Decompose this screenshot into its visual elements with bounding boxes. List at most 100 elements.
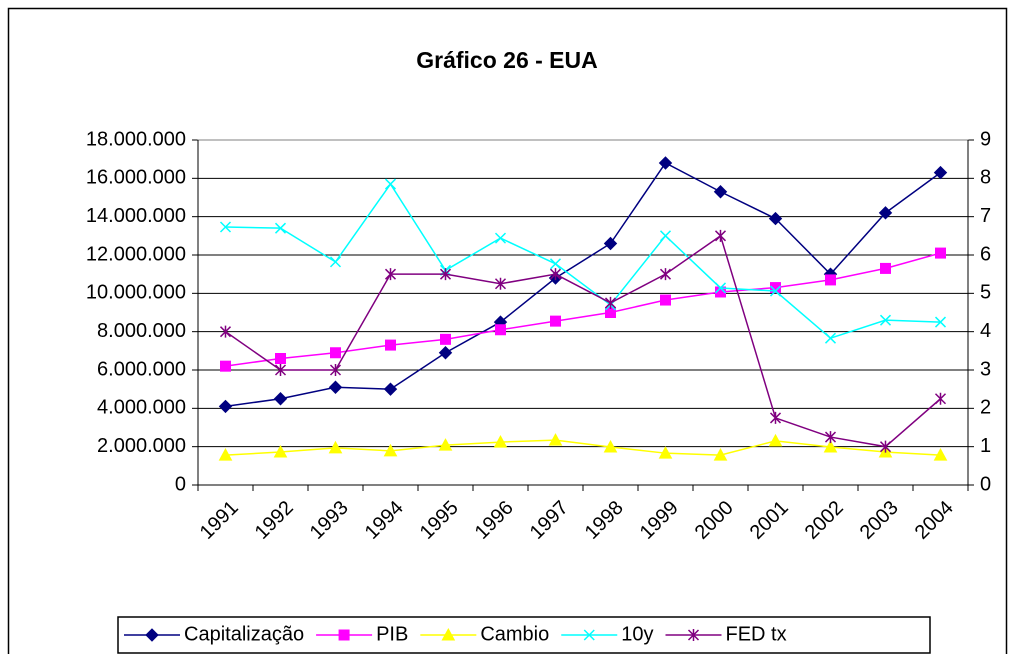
marker [713, 448, 728, 461]
y-tick-label: 14.000.000 [86, 205, 186, 227]
y-tick-label: 8.000.000 [97, 320, 186, 342]
chart-title: Gráfico 26 - EUA [416, 47, 598, 73]
y-tick-label: 18.000.000 [86, 128, 186, 150]
marker [879, 440, 892, 453]
y-tick-label: 12.000.000 [86, 243, 186, 265]
marker [495, 324, 506, 336]
marker [934, 316, 947, 328]
marker [439, 268, 452, 281]
marker [438, 346, 453, 360]
marker [274, 364, 287, 376]
legend-entry: 10y [561, 623, 654, 645]
y2-tick-label: 5 [980, 282, 991, 304]
marker [603, 236, 618, 251]
marker [878, 206, 893, 220]
marker [603, 440, 618, 453]
y-tick-label: 4.000.000 [97, 397, 186, 419]
marker [384, 268, 397, 281]
marker [493, 435, 508, 448]
marker [769, 285, 782, 297]
marker [768, 211, 783, 226]
marker [328, 380, 343, 394]
marker [384, 178, 397, 190]
marker [275, 353, 286, 364]
y2-tick-label: 2 [980, 397, 991, 419]
marker [440, 333, 451, 345]
legend-label: 10y [621, 623, 653, 645]
marker [825, 274, 836, 286]
marker [714, 229, 727, 242]
legend-box [117, 616, 931, 654]
marker [659, 230, 672, 242]
marker [768, 433, 783, 447]
marker [933, 165, 948, 180]
marker [494, 232, 507, 244]
marker [218, 448, 233, 461]
y-tick-label: 2.000.000 [97, 435, 186, 457]
marker [583, 629, 595, 641]
marker [549, 268, 562, 281]
marker [274, 222, 287, 234]
marker [385, 339, 396, 351]
y-tick-label: 6.000.000 [97, 358, 186, 380]
marker [338, 629, 350, 641]
y2-tick-label: 4 [980, 320, 991, 342]
marker [824, 431, 837, 444]
marker [219, 325, 232, 338]
marker [145, 628, 159, 642]
marker [658, 156, 673, 170]
marker [658, 446, 673, 459]
marker [329, 256, 342, 268]
marker [935, 247, 946, 259]
marker [273, 392, 288, 406]
series-line [225, 234, 941, 448]
marker [769, 411, 782, 424]
marker [714, 282, 727, 294]
marker [824, 332, 837, 344]
marker [330, 347, 341, 359]
marker [660, 294, 671, 306]
y2-tick-label: 3 [980, 358, 991, 380]
y-tick-label: 10.000.000 [86, 282, 186, 304]
legend-label: FED tx [726, 623, 787, 645]
marker [328, 440, 343, 454]
marker [438, 438, 453, 451]
y2-tick-label: 0 [980, 473, 991, 495]
marker [441, 627, 456, 641]
legend-entry: FED tx [665, 623, 787, 645]
marker [770, 282, 781, 294]
y2-tick-label: 1 [980, 435, 991, 457]
marker [713, 185, 728, 199]
marker [659, 268, 672, 281]
y2-tick-label: 8 [980, 167, 991, 189]
y2-tick-label: 6 [980, 243, 991, 265]
marker [549, 258, 562, 270]
y2-tick-label: 9 [980, 128, 991, 150]
legend-label: Capitalização [184, 623, 304, 645]
marker [329, 364, 342, 376]
series-line [225, 162, 941, 408]
series-line [225, 252, 941, 367]
legend-label: PIB [376, 623, 408, 645]
y-tick-label: 0 [175, 473, 186, 495]
series-line [225, 182, 941, 340]
legend-entry: PIB [316, 623, 408, 645]
marker [219, 221, 232, 233]
marker [604, 296, 617, 309]
marker [879, 314, 892, 326]
y2-tick-label: 7 [980, 205, 991, 227]
marker [548, 433, 563, 446]
legend-label: Cambio [480, 623, 549, 645]
marker [383, 443, 398, 457]
marker [880, 262, 891, 274]
marker [218, 399, 233, 414]
marker [933, 448, 948, 461]
marker [823, 440, 838, 453]
marker [383, 382, 398, 396]
legend-entry: Capitalização [124, 623, 304, 645]
marker [550, 315, 561, 327]
marker [934, 392, 947, 405]
marker [687, 629, 700, 641]
marker [494, 277, 507, 290]
